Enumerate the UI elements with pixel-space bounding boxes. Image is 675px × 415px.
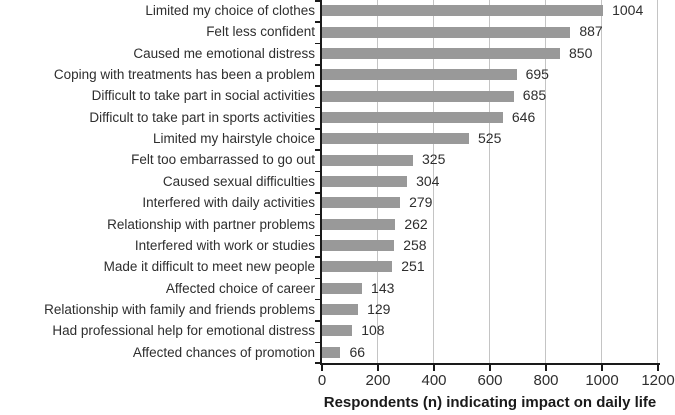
x-tick-label: 800 xyxy=(533,372,559,389)
x-axis-tick xyxy=(545,365,547,371)
category-label: Interfered with work or studies xyxy=(134,237,315,253)
y-axis-tick xyxy=(315,256,320,258)
gridline xyxy=(433,0,434,363)
value-label: 850 xyxy=(569,44,593,61)
value-label: 279 xyxy=(409,194,433,211)
x-tick-label: 1200 xyxy=(641,372,675,389)
value-label: 66 xyxy=(349,343,366,360)
bar xyxy=(322,111,503,123)
y-axis-tick xyxy=(315,85,320,87)
category-label: Affected choice of career xyxy=(165,280,315,296)
plot-area: 1004 887 850 695 685 646 525 325 304 279 262 258 251… xyxy=(315,0,660,365)
bar xyxy=(322,133,469,145)
category-label: Limited my choice of clothes xyxy=(145,3,315,18)
category-label: Had professional help for emotional dist… xyxy=(52,323,315,339)
value-label: 695 xyxy=(525,66,549,83)
value-label: 143 xyxy=(371,279,395,296)
y-axis-tick xyxy=(315,21,320,23)
category-label: Felt too embarrassed to go out xyxy=(131,152,315,168)
x-axis-tick xyxy=(321,365,323,371)
gridline xyxy=(601,0,602,363)
value-label: 304 xyxy=(416,172,440,189)
value-label: 129 xyxy=(367,300,391,317)
value-label: 525 xyxy=(478,130,502,147)
category-labels: Limited my choice of clothes Felt less co… xyxy=(0,0,315,363)
category-label: Relationship with family and friends pro… xyxy=(44,301,315,317)
bar xyxy=(322,47,560,59)
bar xyxy=(322,240,395,252)
x-tick-label: 200 xyxy=(365,372,391,389)
value-label: 108 xyxy=(361,322,385,339)
bar xyxy=(322,154,413,166)
x-tick-label: 1000 xyxy=(585,372,619,389)
y-axis-tick xyxy=(315,170,320,173)
bar xyxy=(322,261,393,273)
y-axis-tick xyxy=(315,234,320,237)
bar xyxy=(322,90,514,102)
bar xyxy=(322,69,517,81)
category-label: Interfered with daily activities xyxy=(142,195,315,211)
x-axis-tick xyxy=(601,365,603,371)
y-axis-tick xyxy=(315,320,320,322)
bar xyxy=(322,197,401,209)
x-axis-tick xyxy=(377,365,379,371)
category-label: Felt less confident xyxy=(206,24,315,40)
category-label: Difficult to take part in social activit… xyxy=(91,88,315,104)
x-axis-tick xyxy=(657,365,659,371)
y-axis-tick xyxy=(315,341,320,344)
value-label: 685 xyxy=(522,87,547,104)
value-label: 262 xyxy=(404,215,428,232)
y-axis-tick xyxy=(315,42,320,45)
y-axis-line xyxy=(320,0,322,365)
y-axis-tick xyxy=(315,298,320,301)
y-axis-tick xyxy=(315,149,320,151)
category-label: Limited my hairstyle choice xyxy=(152,131,315,147)
x-axis-tick xyxy=(433,365,435,371)
y-axis-tick xyxy=(315,128,320,130)
category-label: Caused sexual difficulties xyxy=(162,173,315,189)
y-axis-tick xyxy=(315,213,320,216)
value-label: 887 xyxy=(579,23,603,40)
y-axis-tick xyxy=(315,277,320,280)
value-label: 258 xyxy=(403,236,427,253)
value-label: 1004 xyxy=(612,2,644,18)
category-label: Affected chances of promotion xyxy=(132,344,315,360)
x-tick-label: 0 xyxy=(317,372,327,389)
y-axis-tick xyxy=(315,362,320,364)
x-tick-label: 400 xyxy=(421,372,447,389)
x-axis-title: Respondents (n) indicating impact on dai… xyxy=(323,394,657,411)
y-axis-tick xyxy=(315,64,320,66)
bar xyxy=(322,26,571,38)
y-axis-tick xyxy=(315,106,320,109)
x-axis-tick xyxy=(489,365,491,371)
bar xyxy=(322,176,408,187)
x-axis-line xyxy=(320,363,660,365)
y-axis-tick xyxy=(315,0,320,2)
gridline xyxy=(657,0,658,363)
bar xyxy=(322,218,396,230)
x-axis: 0 200 400 600 800 1000 1200 xyxy=(318,0,675,415)
y-axis-tick xyxy=(315,192,320,194)
gridline xyxy=(545,0,546,363)
category-label: Made it difficult to meet new people xyxy=(103,259,315,275)
category-label: Relationship with partner problems xyxy=(107,216,315,232)
value-label: 325 xyxy=(422,151,446,168)
bar xyxy=(322,346,341,358)
bar xyxy=(322,304,359,316)
bar xyxy=(322,282,363,294)
value-label: 251 xyxy=(401,258,425,275)
bar xyxy=(322,5,604,17)
category-label: Coping with treatments has been a proble… xyxy=(53,67,315,83)
bar xyxy=(322,325,353,337)
gridline xyxy=(489,0,490,363)
value-label: 646 xyxy=(511,108,536,125)
x-tick-label: 600 xyxy=(477,372,503,389)
category-label: Difficult to take part in sports activit… xyxy=(89,109,315,125)
category-label: Caused me emotional distress xyxy=(133,45,315,61)
